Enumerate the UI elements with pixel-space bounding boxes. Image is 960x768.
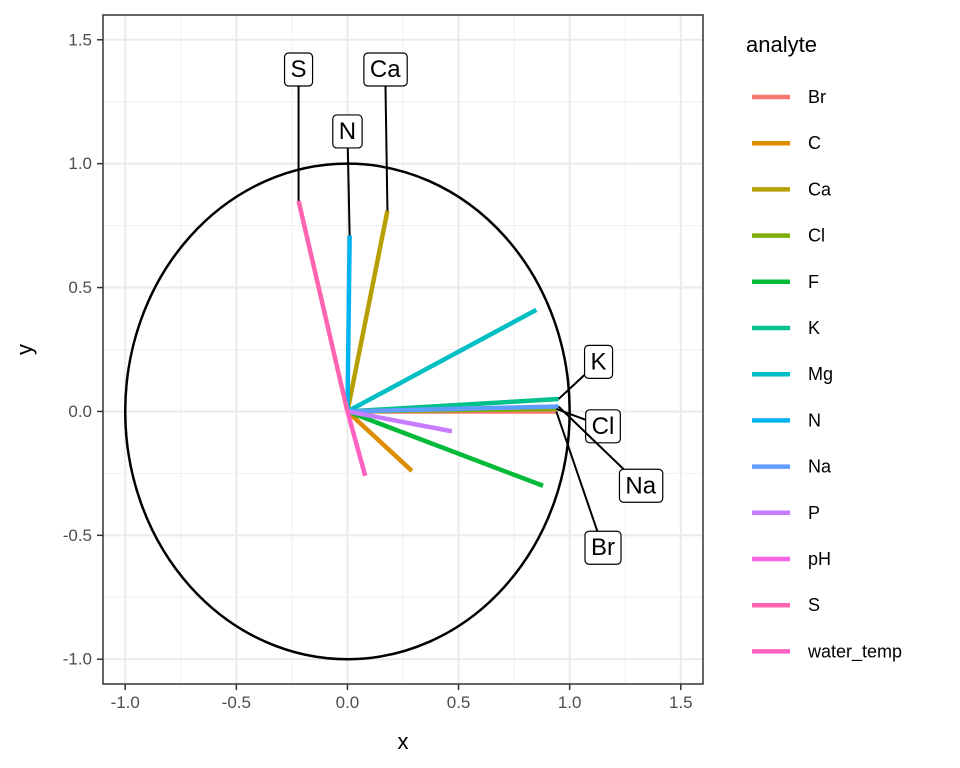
legend-label: F <box>808 272 819 292</box>
legend-label: P <box>808 503 820 523</box>
vector-line-water-temp <box>345 410 368 477</box>
label-k: K <box>557 344 614 400</box>
vector-line-f <box>346 409 544 488</box>
x-tick-label: 0.0 <box>336 693 360 712</box>
legend-item-mg: Mg <box>752 364 833 384</box>
label-n: N <box>332 114 363 236</box>
x-tick-label: 1.0 <box>558 693 582 712</box>
label-na: Na <box>557 405 664 503</box>
y-tick-label: -1.0 <box>63 650 92 669</box>
x-tick-label: 0.5 <box>447 693 471 712</box>
legend-item-cl: Cl <box>752 226 825 246</box>
x-tick-label: 1.5 <box>669 693 693 712</box>
y-tick-label: 0.5 <box>68 278 92 297</box>
legend-item-n: N <box>752 410 821 430</box>
vector-line-ca <box>345 210 390 412</box>
label-box <box>332 114 363 149</box>
leader-line <box>557 405 625 470</box>
legend-item-ph: pH <box>752 549 831 569</box>
vector-line-n <box>345 235 352 412</box>
legend-label: Ca <box>808 179 832 199</box>
label-text: Na <box>625 472 656 499</box>
label-cl: Cl <box>555 408 621 444</box>
legend-item-p: P <box>752 503 820 523</box>
legend-item-k: K <box>752 318 820 338</box>
y-tick-label: -0.5 <box>63 526 92 545</box>
y-tick-label: 1.0 <box>68 154 92 173</box>
x-axis-title: x <box>398 729 409 754</box>
legend-item-ca: Ca <box>752 179 832 199</box>
label-box <box>283 52 314 87</box>
y-tick-label: 0.0 <box>68 402 92 421</box>
leader-line <box>557 374 586 400</box>
legend-label: Cl <box>808 226 825 246</box>
label-text: N <box>339 118 356 145</box>
vector-line-p <box>347 409 453 434</box>
legend-title: analyte <box>746 32 817 57</box>
vector-line-s <box>296 200 350 412</box>
axes-layer: -1.0 -0.5 0.0 0.5 1.0 1.5 -1.0 -0.5 0.0 0.5 1.0 1.5 <box>63 14 704 712</box>
y-axis-title: y <box>12 344 37 355</box>
legend-label: K <box>808 318 820 338</box>
annotation-layer: S Ca N K Cl Na Br <box>283 52 664 565</box>
legend-label: N <box>808 410 821 430</box>
leader-line <box>346 147 351 236</box>
label-s: S <box>283 52 314 201</box>
label-box <box>584 530 622 565</box>
leader-line <box>555 408 587 421</box>
legend-item-br: Br <box>752 87 826 107</box>
x-tick-label: -1.0 <box>111 693 140 712</box>
legend-item-water-temp: water_temp <box>752 641 902 662</box>
legend-label: Br <box>808 87 826 107</box>
legend-label: pH <box>808 549 831 569</box>
legend-label: water_temp <box>807 641 902 662</box>
series-layer <box>296 200 559 488</box>
label-text: K <box>591 348 607 375</box>
label-text: Cl <box>592 413 615 440</box>
leader-line <box>384 85 389 211</box>
label-br: Br <box>555 411 622 565</box>
label-box <box>585 409 621 444</box>
label-text: S <box>291 56 307 83</box>
legend-label: C <box>808 133 821 153</box>
legend-label: Na <box>808 457 832 477</box>
legend-item-na: Na <box>752 457 832 477</box>
legend-item-f: F <box>752 272 819 292</box>
legend-label: S <box>808 595 820 615</box>
x-tick-label: -0.5 <box>222 693 251 712</box>
vector-line-mg <box>346 307 538 414</box>
panel-border <box>102 14 704 685</box>
label-box <box>618 468 664 503</box>
vector-line-na <box>347 404 559 414</box>
label-ca: Ca <box>363 52 408 211</box>
legend-label: Mg <box>808 364 833 384</box>
y-tick-label: 1.5 <box>68 30 92 49</box>
legend-item-c: C <box>752 133 821 153</box>
label-box <box>363 52 408 87</box>
vector-line-c <box>345 409 414 473</box>
label-text: Br <box>591 534 615 561</box>
label-text: Ca <box>370 56 401 83</box>
leader-line <box>555 411 599 532</box>
label-box <box>583 344 614 379</box>
legend-item-s: S <box>752 595 820 615</box>
